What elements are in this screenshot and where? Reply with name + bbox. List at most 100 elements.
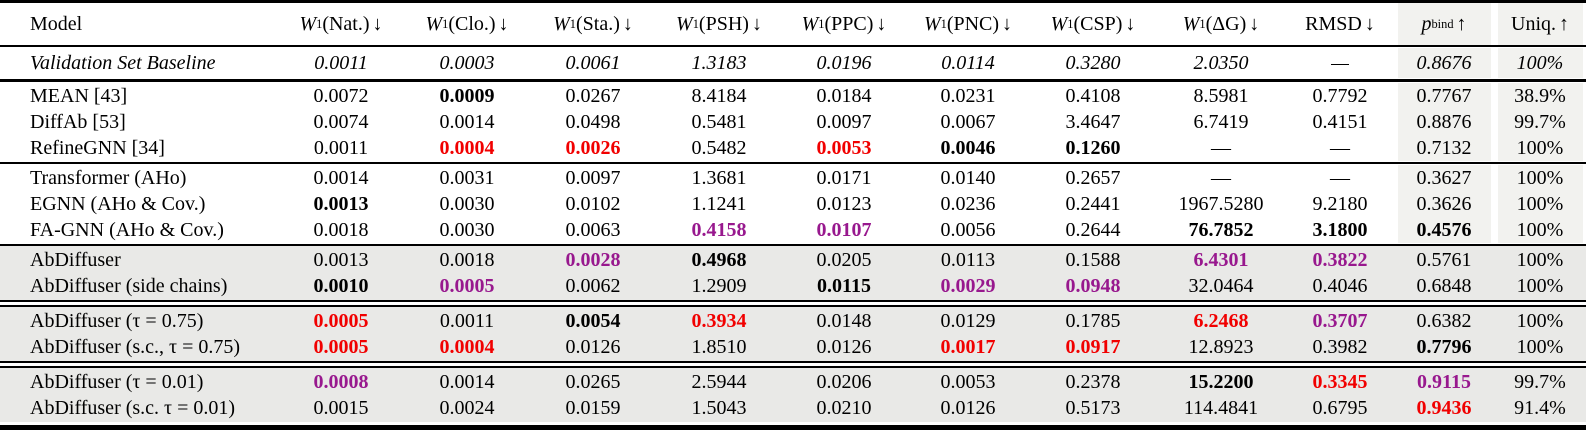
metric-cell: 0.0159 [565, 396, 621, 419]
table-row: RefineGNN [34] 0.0011 0.0004 0.0026 0.5482 0… [0, 135, 1586, 161]
column-header: W 1 (PNC) ↓ [906, 3, 1030, 45]
metric-cell: 0.0024 [439, 396, 495, 419]
metric-cell: 1.3681 [691, 166, 747, 189]
metric-cell: 0.0097 [565, 166, 621, 189]
model-name: FA-GNN (AHo & Cov.) [30, 218, 224, 241]
metric-cell: 99.7% [1514, 370, 1566, 393]
metric-direction-arrow-icon: ↓ [498, 12, 509, 35]
model-name: Validation Set Baseline [30, 51, 216, 74]
metric-cell: 8.5981 [1193, 84, 1249, 107]
metric-cell: 6.4301 [1193, 248, 1249, 271]
model-name: RefineGNN [34] [30, 136, 165, 159]
metric-cell: 100% [1494, 191, 1586, 217]
metric-cell: 0.4108 [1065, 84, 1121, 107]
metric-cell: 0.0029 [940, 274, 996, 297]
column-text: (Sta.) [575, 12, 620, 35]
metric-cell: 12.8923 [1188, 335, 1254, 358]
metric-cell: 8.4184 [691, 84, 747, 107]
table-row: FA-GNN (AHo & Cov.) 0.0018 0.0030 0.0063 0.… [0, 217, 1586, 243]
row-group-abdiffuser-tau-0.01: AbDiffuser (τ = 0.01) 0.0008 0.0014 0.0265… [0, 366, 1586, 422]
metric-cell: 100% [1494, 165, 1586, 191]
metric-cell: 0.6848 [1416, 274, 1472, 297]
metric-cell: — [1330, 136, 1350, 159]
metric-cell: 9.2180 [1312, 192, 1368, 215]
metric-cell: 0.0046 [940, 136, 996, 159]
column-header: p bind ↑ [1394, 3, 1494, 45]
column-text: (Clo.) [448, 12, 496, 35]
metric-cell: 0.0005 [439, 274, 495, 297]
metric-cell: 0.7796 [1416, 335, 1472, 358]
metric-cell: 0.0206 [816, 370, 872, 393]
metric-cell: 0.0123 [816, 192, 872, 215]
column-var: W [676, 12, 693, 35]
metric-cell: 0.5482 [691, 136, 747, 159]
column-header: RMSD ↓ [1286, 3, 1394, 45]
metric-cell: — [1211, 166, 1231, 189]
metric-direction-arrow-icon: ↓ [622, 12, 633, 35]
metric-cell: 1.1241 [691, 192, 747, 215]
metric-cell: 0.0014 [439, 370, 495, 393]
column-header: Uniq. ↑ [1494, 3, 1586, 45]
metric-cell: 15.2200 [1188, 370, 1254, 393]
metric-cell: 100% [1494, 217, 1586, 243]
column-subscript: 1 [1067, 16, 1074, 31]
metric-cell: 0.0031 [439, 166, 495, 189]
table-row: Validation Set Baseline 0.0011 0.0003 0.00… [0, 48, 1586, 78]
table-row: AbDiffuser (side chains) 0.0010 0.0005 0.0… [0, 273, 1586, 299]
metric-cell: 38.9% [1494, 83, 1586, 109]
table-row: AbDiffuser (s.c. τ = 0.01) 0.0015 0.0024 0… [0, 395, 1586, 421]
metric-cell: 0.0102 [565, 192, 621, 215]
model-name: AbDiffuser (s.c., τ = 0.75) [30, 335, 241, 358]
metric-cell: 0.0140 [940, 166, 996, 189]
metric-direction-arrow-icon: ↓ [1364, 12, 1375, 35]
metric-cell: 1.5043 [691, 396, 747, 419]
column-text: RMSD [1305, 12, 1362, 35]
column-header: W 1 (CSP) ↓ [1030, 3, 1156, 45]
column-subscript: bind [1431, 16, 1454, 31]
metric-cell: 91.4% [1514, 396, 1566, 419]
metric-cell: 0.0014 [439, 110, 495, 133]
column-var: W [1050, 12, 1068, 35]
model-name: DiffAb [53] [30, 110, 126, 133]
metric-cell: 0.0074 [313, 110, 369, 133]
metric-cell: 3.4647 [1065, 110, 1121, 133]
row-group-architecture-ablations: Transformer (AHo) 0.0014 0.0031 0.0097 1.36… [0, 162, 1586, 244]
metric-cell: 0.0196 [816, 51, 872, 74]
metric-cell: 0.6795 [1312, 396, 1368, 419]
metric-cell: 0.3627 [1394, 165, 1494, 191]
metric-cell: 0.0067 [940, 110, 996, 133]
metric-cell: 0.1588 [1065, 248, 1121, 271]
table-row: Transformer (AHo) 0.0014 0.0031 0.0097 1.36… [0, 165, 1586, 191]
column-text: (PNC) [946, 12, 1000, 35]
metric-cell: 0.0113 [940, 248, 996, 271]
metric-cell: 0.0004 [439, 335, 495, 358]
table-row: AbDiffuser 0.0013 0.0018 0.0028 0.4968 0.020… [0, 247, 1586, 273]
metric-cell: 0.0015 [313, 396, 369, 419]
metric-cell: 0.4046 [1312, 274, 1368, 297]
metric-cell: 0.0148 [816, 309, 872, 332]
metric-cell: 0.2657 [1065, 166, 1121, 189]
metric-cell: 0.5761 [1416, 248, 1472, 271]
metric-cell: 0.0236 [940, 192, 996, 215]
metric-cell: 0.0210 [816, 396, 872, 419]
metric-cell: 0.0184 [816, 84, 872, 107]
table-row: AbDiffuser (s.c., τ = 0.75) 0.0005 0.0004… [0, 334, 1586, 360]
column-var: W [553, 12, 570, 35]
metric-cell: 0.3707 [1312, 309, 1368, 332]
column-subscript: 1 [1199, 16, 1206, 31]
metric-cell: 100% [1494, 48, 1586, 78]
metric-cell: 0.0053 [940, 370, 996, 393]
metric-cell: 0.0062 [565, 274, 621, 297]
model-name: AbDiffuser (s.c. τ = 0.01) [30, 396, 236, 419]
metric-cell: 0.0018 [439, 248, 495, 271]
model-name: AbDiffuser (side chains) [30, 274, 228, 297]
metric-cell: 0.4576 [1394, 217, 1494, 243]
metric-cell: 100% [1516, 309, 1564, 332]
model-name: EGNN (AHo & Cov.) [30, 192, 206, 215]
metric-cell: 0.5481 [691, 110, 747, 133]
table-row: DiffAb [53] 0.0074 0.0014 0.0498 0.5481 0.00… [0, 109, 1586, 135]
table-row: MEAN [43] 0.0072 0.0009 0.0267 8.4184 0.0184… [0, 83, 1586, 109]
metric-cell: 0.0498 [565, 110, 621, 133]
metric-cell: 0.0205 [816, 248, 872, 271]
column-var: p [1421, 12, 1432, 35]
